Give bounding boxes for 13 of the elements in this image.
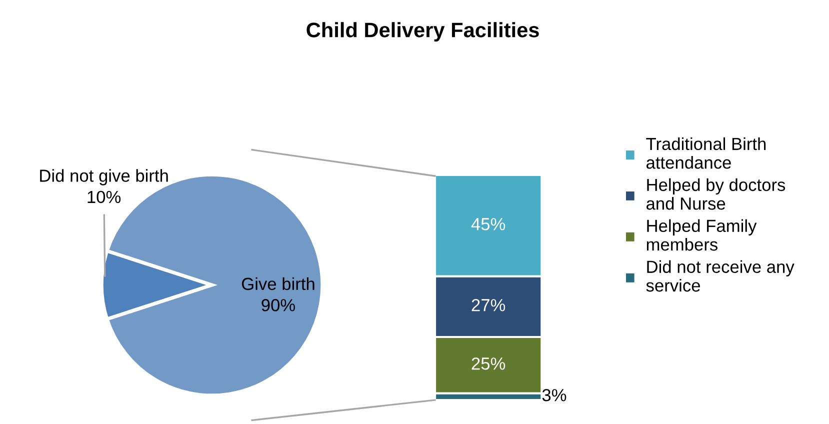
data-label: 45%: [471, 218, 506, 230]
slice-label: Give birth: [242, 277, 314, 290]
legend-label: Did not receive any service: [646, 260, 794, 292]
data-label: 90%: [262, 299, 295, 312]
legend-label: Traditional Birth attendance: [646, 137, 766, 169]
legend-label: Helped Family members: [646, 219, 757, 251]
legend-label: Helped by doctors and Nurse: [646, 178, 786, 210]
text: Child Delivery Facilities: [306, 22, 539, 42]
data-label: 3%: [542, 388, 566, 402]
data-label: 27%: [472, 298, 506, 312]
slice-label: Did not give birth: [40, 169, 168, 186]
data-label: 10%: [88, 190, 121, 204]
data-label: 25%: [472, 357, 506, 370]
